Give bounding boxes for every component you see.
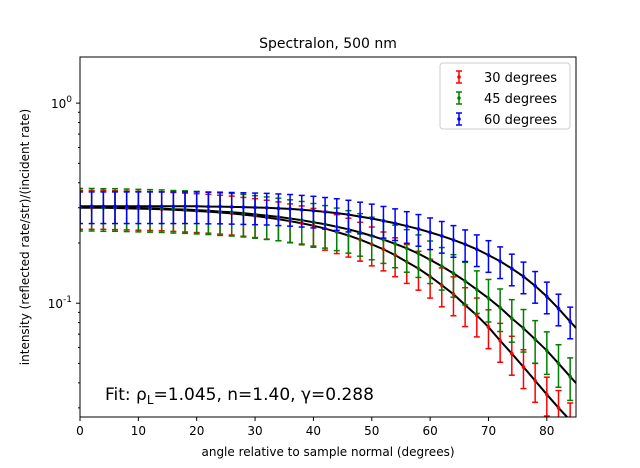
data-point: [475, 313, 479, 318]
data-point: [253, 205, 257, 210]
data-point: [568, 374, 572, 379]
data-point: [381, 219, 386, 223]
data-point: [498, 338, 502, 343]
data-point: [510, 351, 514, 356]
data-point: [229, 205, 234, 209]
data-point: [463, 279, 467, 283]
data-point: [369, 216, 374, 221]
data-point: [521, 365, 526, 369]
data-point: [556, 361, 561, 366]
x-tick-label: 60: [422, 424, 437, 438]
fit-curve: [80, 205, 576, 329]
data-point: [346, 212, 351, 217]
data-point: [171, 204, 176, 209]
data-point: [486, 253, 491, 257]
legend-marker-dot: [457, 96, 461, 100]
chart-title: Spectralon, 500 nm: [259, 36, 397, 52]
legend-box: [439, 62, 571, 130]
data-point: [545, 348, 549, 353]
data-point: [218, 204, 222, 209]
legend-marker-dot: [457, 117, 461, 121]
fit-curve: [80, 206, 576, 384]
data-point: [486, 296, 491, 300]
data-point: [568, 418, 572, 422]
data-point: [311, 208, 316, 213]
data-point: [463, 242, 467, 247]
data-point: [183, 204, 187, 209]
plot-frame: [79, 56, 577, 418]
y-axis: 10-1 100: [48, 95, 80, 409]
x-tick-label: 70: [481, 424, 496, 438]
data-point: [416, 251, 421, 256]
data-point: [276, 206, 281, 211]
x-tick-label: 40: [306, 424, 321, 438]
x-axis: 0 10 20 30 40 50 60 70 80: [76, 417, 554, 438]
data-point: [393, 221, 397, 226]
fit-curves: [80, 205, 576, 417]
data-point: [439, 264, 444, 269]
x-tick-label: 80: [539, 424, 554, 438]
legend: 30 degrees 45 degrees 60 degrees: [439, 62, 571, 130]
x-tick-label: 30: [247, 424, 262, 438]
data-point: [475, 287, 479, 292]
data-point: [206, 204, 211, 209]
data-point: [533, 378, 537, 383]
x-axis-label: angle relative to sample normal (degrees…: [201, 445, 454, 459]
data-point: [113, 204, 117, 209]
data-point: [510, 316, 514, 321]
y-axis-label: intensity (reflected rate/str)/(incident…: [18, 109, 32, 365]
y-tick-label: 10-1: [48, 295, 72, 311]
data-point: [533, 284, 537, 288]
data-point: [521, 326, 526, 331]
data-point: [475, 247, 479, 252]
fit-annotation: Fit: ρL=1.045, n=1.40, γ=0.288: [105, 385, 374, 407]
data-point: [148, 204, 152, 209]
data-point: [556, 406, 561, 410]
data-point: [498, 305, 502, 310]
data-point: [498, 259, 502, 264]
x-tick-label: 0: [76, 424, 84, 438]
legend-label: 30 degrees: [484, 71, 557, 86]
x-tick-label: 50: [364, 424, 379, 438]
y-tick-label: 100: [51, 95, 72, 111]
data-point: [451, 271, 456, 276]
data-point: [451, 238, 456, 242]
data-point: [556, 306, 561, 311]
legend-label: 45 degrees: [484, 92, 557, 107]
data-point: [288, 207, 292, 211]
data-point: [299, 207, 304, 212]
data-point: [89, 204, 94, 209]
data-series: [80, 187, 574, 422]
data-point: [416, 227, 421, 231]
data-point: [486, 325, 491, 329]
data-point: [136, 204, 141, 209]
data-point: [545, 392, 549, 397]
data-point: [404, 224, 409, 228]
data-point: [194, 204, 199, 209]
data-point: [393, 242, 397, 246]
x-tick-label: 20: [189, 424, 204, 438]
data-point: [510, 266, 514, 271]
x-tick-label: 10: [131, 424, 146, 438]
data-point: [545, 294, 549, 299]
data-point: [323, 210, 327, 214]
legend-marker-dot: [457, 75, 461, 79]
data-point: [358, 214, 362, 219]
data-point: [159, 204, 164, 209]
data-point: [334, 211, 339, 215]
legend-label: 60 degrees: [484, 113, 557, 128]
data-point: [568, 319, 572, 324]
series-60-degrees: [80, 191, 574, 340]
data-point: [264, 205, 269, 210]
data-point: [241, 205, 246, 209]
data-point: [439, 234, 444, 238]
data-point: [404, 246, 409, 251]
data-point: [533, 337, 537, 342]
data-point: [101, 204, 106, 209]
data-point: [428, 230, 432, 235]
data-point: [124, 204, 129, 209]
data-point: [428, 257, 432, 262]
data-point: [521, 274, 526, 279]
